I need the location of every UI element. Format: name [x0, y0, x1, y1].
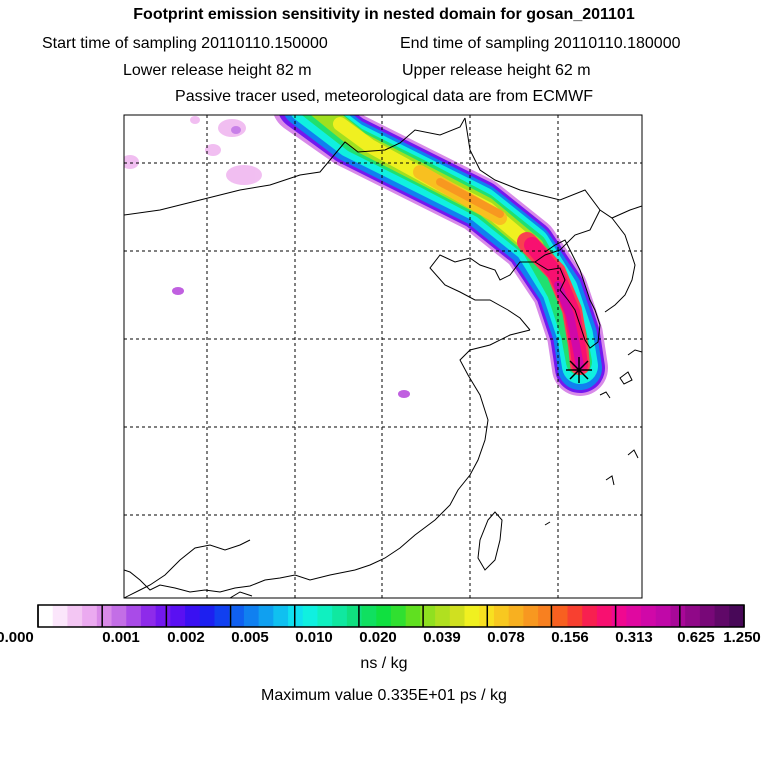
colorbar-swatch [420, 605, 436, 627]
tick-label: 1.250 [723, 629, 761, 646]
map-frame [123, 114, 643, 599]
colorbar-swatch [214, 605, 230, 627]
colorbar-swatch [155, 605, 171, 627]
colorbar-swatch [52, 605, 68, 627]
colorbar-swatch [435, 605, 451, 627]
tick-label: 0.010 [295, 629, 333, 646]
colorbar-swatch [641, 605, 657, 627]
colorbar-swatch [38, 605, 54, 627]
colorbar-swatch [596, 605, 613, 627]
colorbar-swatch [229, 605, 245, 627]
lat-lon-grid [124, 115, 642, 598]
colorbar-swatch [111, 605, 127, 627]
colorbar-swatch [626, 605, 642, 627]
max-value-label: Maximum value 0.335E+01 ps / kg [261, 687, 507, 704]
tick-label: 0.020 [359, 629, 397, 646]
colorbar-swatch [538, 605, 554, 627]
colorbar-swatch [317, 605, 333, 627]
colorbar-swatch [170, 605, 186, 627]
start-time-label: Start time of sampling 20110110.150000 [42, 35, 328, 52]
colorbar-swatch [96, 605, 113, 627]
colorbar-swatch [346, 605, 363, 627]
colorbar-swatch [82, 605, 98, 627]
colorbar-swatch [714, 605, 730, 627]
tick-label: 0.039 [423, 629, 461, 646]
tick-label: 0.001 [102, 629, 140, 646]
lower-height-label: Lower release height 82 m [123, 62, 312, 79]
colorbar-swatch [332, 605, 348, 627]
plume [274, 115, 608, 396]
colorbar-swatch [126, 605, 142, 627]
colorbar-swatch [376, 605, 392, 627]
map-title: Footprint emission sensitivity in nested… [133, 6, 635, 23]
tick-label: 0.156 [551, 629, 589, 646]
sensitivity-field [124, 115, 608, 398]
colorbar-swatch [302, 605, 318, 627]
tracer-note: Passive tracer used, meteorological data… [175, 88, 593, 105]
receptor-marker [566, 357, 592, 383]
colorbar-swatch [508, 605, 524, 627]
colorbar-swatch [273, 605, 289, 627]
colorbar-swatch [140, 605, 157, 627]
colorbar-swatch [405, 605, 421, 627]
colorbar-swatch [552, 605, 568, 627]
colorbar-swatch [611, 605, 627, 627]
colorbar-swatch [185, 605, 201, 627]
colorbar-swatch [258, 605, 274, 627]
colorbar-swatch [361, 605, 377, 627]
colorbar-frame [37, 604, 745, 628]
colorbar-swatch [391, 605, 407, 627]
colorbar-swatch [582, 605, 598, 627]
end-time-label: End time of sampling 20110110.180000 [400, 35, 681, 52]
faint-patches [124, 116, 262, 185]
tick-label: 0.313 [615, 629, 653, 646]
colorbar-swatch [729, 605, 745, 627]
tick-label: 0.000 [0, 629, 34, 646]
colorbar-swatch [523, 605, 539, 627]
colorbar-swatch [567, 605, 583, 627]
colorbar-swatch [199, 605, 215, 627]
colorbar [37, 604, 745, 628]
upper-height-label: Upper release height 62 m [402, 62, 591, 79]
colorbar-swatch [655, 605, 671, 627]
colorbar-swatch [67, 605, 83, 627]
colorbar-swatch [449, 605, 466, 627]
colorbar-units: ns / kg [360, 655, 408, 672]
tick-label: 0.002 [167, 629, 205, 646]
colorbar-swatch [493, 605, 510, 627]
colorbar-swatch [243, 605, 260, 627]
tick-label: 0.005 [231, 629, 269, 646]
colorbar-swatch [670, 605, 686, 627]
tick-label: 0.078 [487, 629, 525, 646]
colorbar-swatch [464, 605, 480, 627]
tick-label: 0.625 [677, 629, 715, 646]
colorbar-swatch [685, 605, 701, 627]
colorbar-swatch [288, 605, 304, 627]
colorbar-swatch [699, 605, 716, 627]
